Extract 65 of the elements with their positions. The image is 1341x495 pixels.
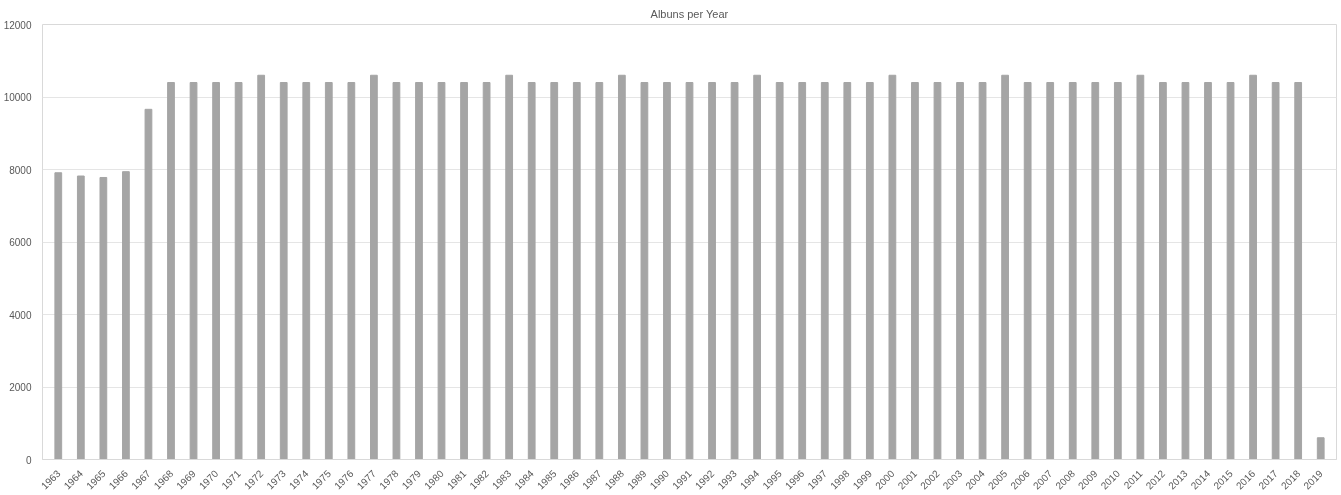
bar	[1181, 82, 1190, 460]
bar	[324, 82, 333, 460]
bar	[370, 74, 378, 460]
bar	[234, 82, 243, 460]
bar	[663, 82, 671, 460]
bar	[527, 82, 536, 460]
y-tick-label: 8000	[9, 164, 32, 176]
bar	[1226, 82, 1235, 460]
bar	[617, 74, 626, 460]
bar	[933, 82, 942, 460]
y-tick-label: 12000	[3, 19, 32, 31]
bar	[415, 82, 423, 460]
bar	[730, 82, 739, 460]
bar	[1159, 82, 1167, 460]
bar	[392, 82, 401, 460]
bar	[1113, 82, 1122, 460]
bar	[167, 82, 175, 460]
bar	[1023, 82, 1032, 460]
bar	[1091, 82, 1100, 460]
bar	[99, 176, 108, 460]
bar	[505, 74, 514, 460]
bar	[1294, 82, 1303, 460]
bar	[820, 82, 829, 460]
bar	[460, 82, 468, 460]
bar	[1271, 82, 1280, 460]
bar	[595, 82, 604, 460]
bar	[144, 108, 153, 460]
bar	[753, 74, 762, 460]
bar	[482, 82, 491, 460]
bar	[708, 82, 716, 460]
bar	[1316, 437, 1325, 460]
bar	[798, 82, 807, 460]
bar	[279, 82, 288, 460]
bar	[437, 82, 446, 460]
bar	[1001, 74, 1009, 460]
bar	[1046, 82, 1055, 460]
bar	[54, 172, 63, 460]
bar	[978, 82, 987, 460]
bar	[212, 82, 220, 460]
bar	[572, 82, 581, 460]
bar	[189, 82, 198, 460]
bar	[640, 82, 649, 460]
bar	[956, 82, 964, 460]
bar	[843, 82, 852, 460]
y-tick-label: 4000	[9, 309, 32, 321]
bar	[1249, 74, 1257, 460]
bar	[1204, 82, 1212, 460]
bar	[122, 171, 130, 460]
bar	[888, 74, 897, 460]
bar	[347, 82, 356, 460]
bar	[302, 82, 311, 460]
bar	[257, 74, 266, 460]
y-tick-label: 6000	[9, 237, 32, 248]
bar	[550, 82, 559, 460]
bar	[865, 82, 874, 460]
bar	[1136, 74, 1145, 460]
y-tick-label: 0	[25, 454, 32, 466]
bar	[911, 82, 919, 460]
y-tick-label: 10000	[3, 92, 32, 103]
chart-title: Albuns per Year	[650, 7, 729, 20]
bar	[685, 82, 694, 460]
y-tick-label: 2000	[9, 382, 32, 393]
bar	[1068, 82, 1077, 460]
bar	[76, 175, 85, 460]
bar	[775, 82, 784, 460]
